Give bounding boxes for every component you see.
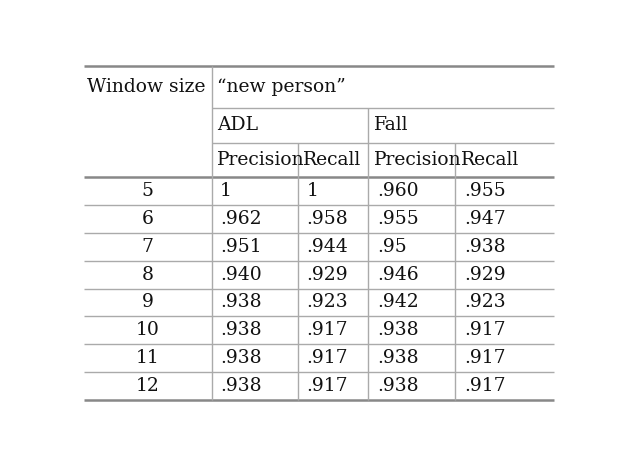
Text: .938: .938 xyxy=(220,349,262,367)
Text: .938: .938 xyxy=(220,377,262,395)
Text: .938: .938 xyxy=(377,377,419,395)
Text: 11: 11 xyxy=(136,349,159,367)
Text: .938: .938 xyxy=(220,293,262,312)
Text: .917: .917 xyxy=(306,321,348,339)
Text: 6: 6 xyxy=(142,210,154,228)
Text: .960: .960 xyxy=(377,182,419,201)
Text: 12: 12 xyxy=(136,377,159,395)
Text: .917: .917 xyxy=(306,349,348,367)
Text: .940: .940 xyxy=(220,266,262,284)
Text: 8: 8 xyxy=(142,266,154,284)
Text: “new person”: “new person” xyxy=(217,78,346,96)
Text: 7: 7 xyxy=(142,238,154,256)
Text: .938: .938 xyxy=(377,349,419,367)
Text: .917: .917 xyxy=(464,349,506,367)
Text: 1: 1 xyxy=(306,182,318,201)
Text: .929: .929 xyxy=(464,266,506,284)
Text: .944: .944 xyxy=(306,238,348,256)
Text: .917: .917 xyxy=(464,321,506,339)
Text: Precision: Precision xyxy=(217,151,305,169)
Text: ADL: ADL xyxy=(217,116,258,134)
Text: 1: 1 xyxy=(220,182,232,201)
Text: .917: .917 xyxy=(306,377,348,395)
Text: .958: .958 xyxy=(306,210,348,228)
Text: .95: .95 xyxy=(377,238,407,256)
Text: .946: .946 xyxy=(377,266,419,284)
Text: .962: .962 xyxy=(220,210,262,228)
Text: .938: .938 xyxy=(220,321,262,339)
Text: Recall: Recall xyxy=(304,151,361,169)
Text: Fall: Fall xyxy=(374,116,409,134)
Text: .938: .938 xyxy=(464,238,506,256)
Text: Precision: Precision xyxy=(374,151,462,169)
Text: .951: .951 xyxy=(220,238,262,256)
Text: .947: .947 xyxy=(464,210,506,228)
Text: .955: .955 xyxy=(377,210,419,228)
Text: Recall: Recall xyxy=(461,151,519,169)
Text: .923: .923 xyxy=(306,293,348,312)
Text: .917: .917 xyxy=(464,377,506,395)
Text: 9: 9 xyxy=(142,293,154,312)
Text: .938: .938 xyxy=(377,321,419,339)
Text: .955: .955 xyxy=(464,182,506,201)
Text: 10: 10 xyxy=(136,321,159,339)
Text: Window size: Window size xyxy=(87,78,206,96)
Text: .942: .942 xyxy=(377,293,419,312)
Text: .923: .923 xyxy=(464,293,506,312)
Text: 5: 5 xyxy=(142,182,154,201)
Text: .929: .929 xyxy=(306,266,348,284)
